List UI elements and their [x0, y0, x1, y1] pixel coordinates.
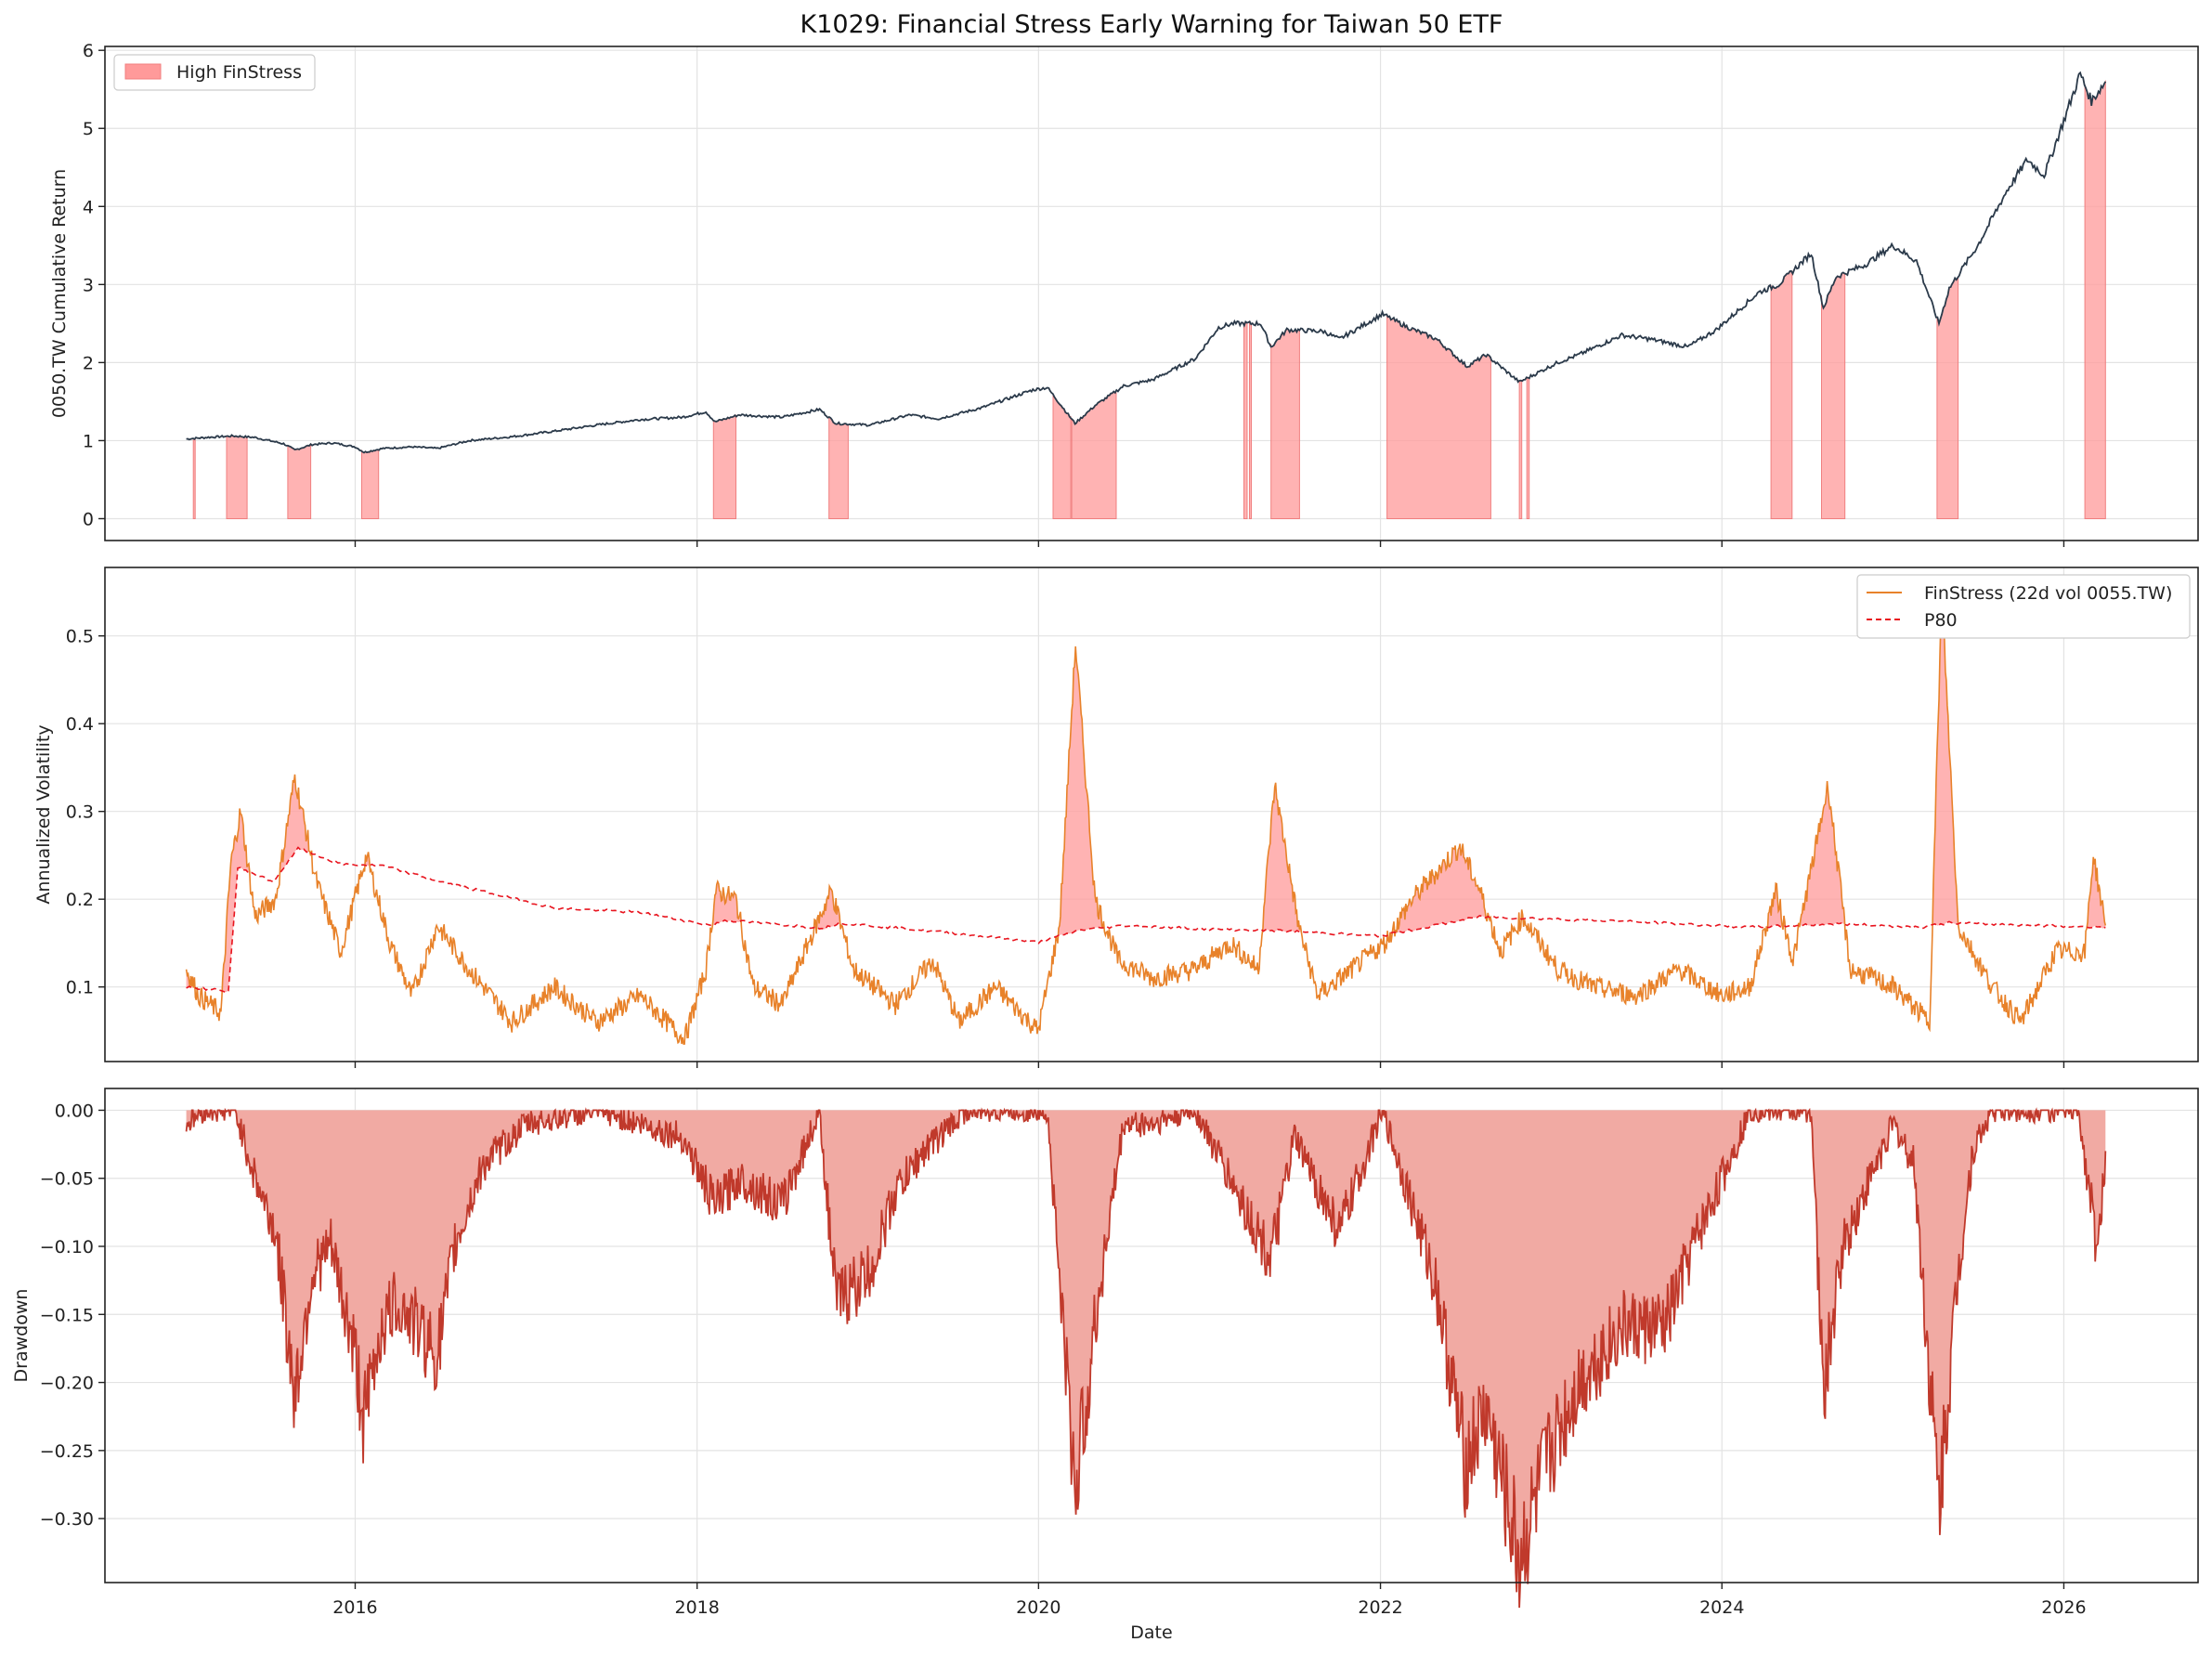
y-tick-label: 1 — [83, 431, 94, 451]
drawdown-area — [186, 1110, 2106, 1609]
volatility-legend: FinStress (22d vol 0055.TW) P80 — [1856, 574, 2191, 639]
y-tick-label: −0.05 — [40, 1169, 94, 1190]
x-tick-label: 2020 — [1016, 1597, 1060, 1618]
y-tick-label: −0.10 — [40, 1237, 94, 1258]
price-panel-frame — [104, 46, 2199, 541]
volatility-y-axis-label: Annualized Volatility — [33, 724, 54, 904]
x-tick-label: 2022 — [1358, 1597, 1402, 1618]
price-y-ticks: 0 1 2 3 4 5 6 — [83, 41, 105, 529]
finstress-line — [185, 589, 2107, 1045]
stress-period-band — [1518, 380, 1523, 519]
y-tick-label: −0.25 — [40, 1441, 94, 1462]
price-y-axis-label: 0050.TW Cumulative Return — [49, 169, 70, 418]
x-tick-label: 2026 — [2041, 1597, 2086, 1618]
y-tick-label: 0.00 — [55, 1101, 94, 1121]
stress-period-band — [1270, 327, 1300, 519]
stress-period-band — [192, 437, 196, 519]
y-tick-label: 2 — [83, 353, 94, 373]
high-finstress-legend-swatch — [124, 63, 162, 80]
drawdown-panel: 0.00 −0.05 −0.10 −0.15 −0.20 −0.25 −0.30 Drawd… — [11, 1088, 2199, 1609]
x-tick-label: 2018 — [674, 1597, 719, 1618]
y-tick-label: 0.2 — [66, 890, 94, 910]
cumulative-return-line — [186, 71, 2107, 454]
y-tick-label: −0.30 — [40, 1509, 94, 1530]
drawdown-panel-frame — [104, 1088, 2199, 1583]
high-finstress-legend-label: High FinStress — [176, 62, 302, 83]
drawdown-y-axis-label: Drawdown — [11, 1289, 32, 1383]
y-tick-label: 0.4 — [66, 714, 94, 735]
volatility-panel: 0.1 0.2 0.3 0.4 0.5 Annualized Volatility Fi… — [33, 567, 2199, 1062]
x-axis-ticks: 2016 2018 2020 2022 2024 2026 — [332, 541, 2087, 1618]
stress-period-band — [2084, 79, 2106, 519]
volatility-y-ticks: 0.1 0.2 0.3 0.4 0.5 — [66, 627, 105, 998]
stress-period-band — [712, 414, 736, 519]
y-tick-label: 5 — [83, 119, 94, 139]
figure-title: K1029: Financial Stress Early Warning fo… — [800, 10, 1503, 39]
stress-period-band — [361, 449, 380, 519]
volatility-legend-box — [1856, 574, 2191, 639]
volatility-panel-grid — [105, 567, 2198, 1062]
stress-period-band — [226, 434, 248, 519]
stress-period-band — [1526, 376, 1530, 519]
y-tick-label: 3 — [83, 275, 94, 295]
stress-period-band — [828, 416, 849, 519]
x-axis-label: Date — [1130, 1622, 1172, 1643]
stress-period-band — [1821, 271, 1846, 519]
y-tick-label: −0.20 — [40, 1374, 94, 1394]
stress-period-band — [1243, 320, 1248, 519]
volatility-panel-frame — [104, 567, 2199, 1062]
p80-legend-label: P80 — [1924, 610, 1958, 631]
x-tick-label: 2016 — [332, 1597, 377, 1618]
price-panel: 0 1 2 3 4 5 6 0050.TW Cumulative Return High F… — [49, 41, 2199, 541]
y-tick-label: 0.1 — [66, 978, 94, 998]
y-tick-label: 6 — [83, 41, 94, 61]
finstress-legend-label: FinStress (22d vol 0055.TW) — [1924, 583, 2172, 604]
y-tick-label: 0.3 — [66, 802, 94, 823]
price-panel-grid — [105, 46, 2198, 541]
x-tick-label: 2024 — [1699, 1597, 1744, 1618]
drawdown-y-ticks: 0.00 −0.05 −0.10 −0.15 −0.20 −0.25 −0.30 — [40, 1101, 105, 1530]
stress-period-band — [1249, 319, 1252, 519]
drawdown-line — [185, 1107, 2107, 1609]
p80-threshold-line — [186, 846, 2106, 994]
stress-period-band — [1770, 270, 1793, 519]
stress-period-band — [287, 442, 312, 519]
y-tick-label: −0.15 — [40, 1305, 94, 1325]
price-legend: High FinStress — [113, 54, 316, 91]
y-tick-label: 0 — [83, 509, 94, 529]
y-tick-label: 0.5 — [66, 627, 94, 647]
y-tick-label: 4 — [83, 197, 94, 217]
price-legend-box — [113, 54, 316, 91]
